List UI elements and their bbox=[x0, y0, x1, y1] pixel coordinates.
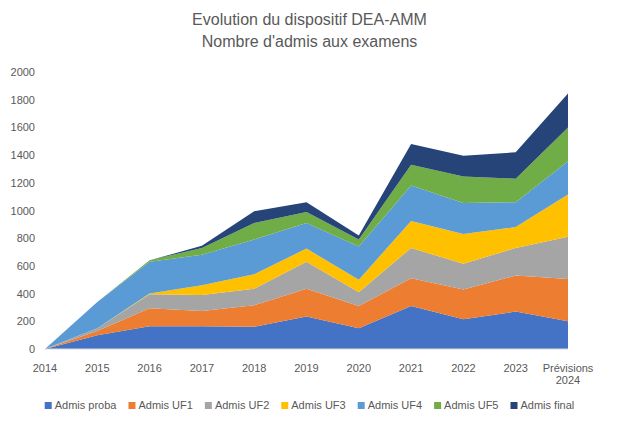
x-tick-label: Prévisions2024 bbox=[543, 362, 594, 386]
legend-item: Admis proba bbox=[45, 399, 118, 411]
legend-label: Admis final bbox=[521, 399, 575, 411]
y-tick-label: 1400 bbox=[11, 149, 35, 161]
title: Evolution du dispositif DEA-AMM bbox=[192, 11, 427, 28]
legend-swatch bbox=[128, 402, 135, 409]
subtitle: Nombre d'admis aux examens bbox=[202, 33, 418, 50]
legend-swatch bbox=[45, 402, 52, 409]
y-tick-label: 800 bbox=[17, 232, 35, 244]
x-tick-label-line: Prévisions bbox=[543, 362, 594, 374]
legend-swatch bbox=[434, 402, 441, 409]
y-tick-label: 2000 bbox=[11, 66, 35, 78]
x-tick-label: 2023 bbox=[503, 362, 527, 374]
x-tick-label: 2014 bbox=[33, 362, 57, 374]
legend-label: Admis UF5 bbox=[444, 399, 498, 411]
legend-swatch bbox=[511, 402, 518, 409]
y-tick-label: 200 bbox=[17, 315, 35, 327]
x-tick-label: 2017 bbox=[190, 362, 214, 374]
x-tick-label-line: 2024 bbox=[556, 374, 580, 386]
legend-item: Admis UF1 bbox=[128, 399, 192, 411]
y-tick-label: 400 bbox=[17, 288, 35, 300]
x-tick-label: 2015 bbox=[85, 362, 109, 374]
legend: Admis proba Admis UF1 Admis UF2 Admis UF3 Ad… bbox=[45, 399, 575, 411]
legend-item: Admis UF4 bbox=[358, 399, 422, 411]
legend-label: Admis UF3 bbox=[291, 399, 345, 411]
x-tick-label: 2019 bbox=[294, 362, 318, 374]
legend-item: Admis UF3 bbox=[281, 399, 345, 411]
background bbox=[0, 0, 619, 427]
legend-swatch bbox=[281, 402, 288, 409]
x-axis bbox=[45, 349, 568, 350]
legend-label: Admis UF2 bbox=[215, 399, 269, 411]
legend-swatch bbox=[205, 402, 212, 409]
x-tick-label: 2016 bbox=[137, 362, 161, 374]
legend-item: Admis UF5 bbox=[434, 399, 498, 411]
x-tick-label: 2022 bbox=[451, 362, 475, 374]
y-tick-label: 1800 bbox=[11, 94, 35, 106]
y-tick-label: 1200 bbox=[11, 177, 35, 189]
legend-swatch bbox=[358, 402, 365, 409]
y-tick-label: 1600 bbox=[11, 121, 35, 133]
legend-label: Admis UF1 bbox=[138, 399, 192, 411]
y-tick-label: 1000 bbox=[11, 205, 35, 217]
legend-item: Admis final bbox=[511, 399, 575, 411]
legend-label: Admis proba bbox=[55, 399, 118, 411]
y-tick-label: 600 bbox=[17, 260, 35, 272]
x-tick-label: 2018 bbox=[242, 362, 266, 374]
area bbox=[45, 93, 568, 349]
x-tick-label: 2020 bbox=[347, 362, 371, 374]
x-tick-label: 2021 bbox=[399, 362, 423, 374]
legend-label: Admis UF4 bbox=[368, 399, 422, 411]
legend-item: Admis UF2 bbox=[205, 399, 269, 411]
y-tick-label: 0 bbox=[29, 343, 35, 355]
chart: Evolution du dispositif DEA-AMM Nombre d'… bbox=[0, 0, 619, 427]
plot-area bbox=[45, 93, 568, 349]
